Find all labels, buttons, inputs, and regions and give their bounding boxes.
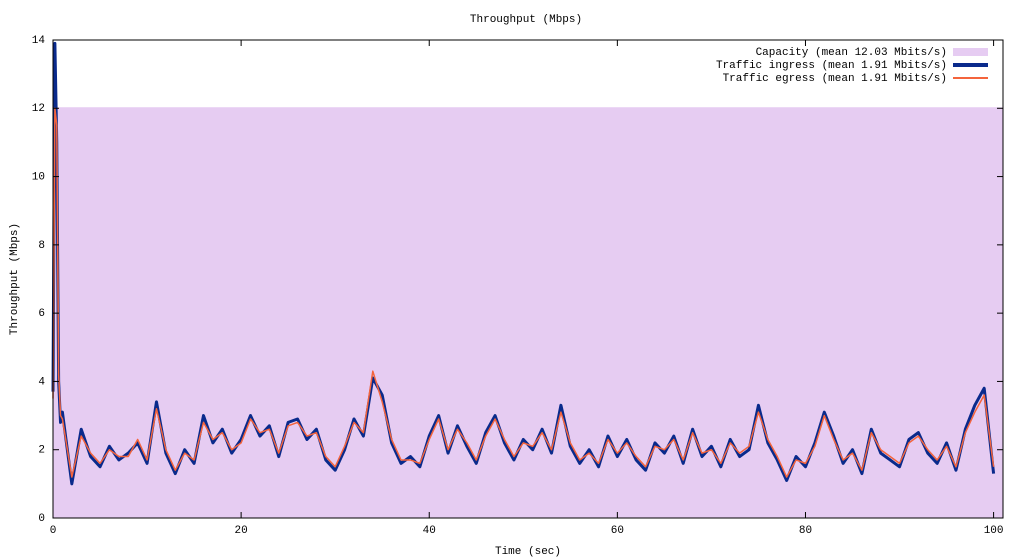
x-tick-label: 80 [799,525,812,537]
x-tick-label: 60 [611,525,624,537]
legend-swatch [953,48,988,56]
x-tick-label: 40 [423,525,436,537]
y-tick-label: 10 [32,171,45,183]
legend-label: Traffic ingress (mean 1.91 Mbits/s) [716,60,947,72]
x-axis-label: Time (sec) [495,546,561,558]
y-tick-label: 6 [38,308,45,320]
y-tick-label: 12 [32,103,45,115]
y-tick-label: 0 [38,513,45,525]
y-axis-label: Throughput (Mbps) [9,223,21,335]
y-tick-label: 14 [32,35,46,47]
plot-frame [52,39,1004,519]
x-tick-label: 0 [50,525,57,537]
y-tick-label: 2 [38,445,45,457]
capacity-area [53,107,1003,519]
y-tick-label: 4 [38,376,45,388]
y-tick-label: 8 [38,240,45,252]
chart-title: Throughput (Mbps) [470,14,582,26]
traffic-line [52,107,995,478]
x-tick-label: 100 [984,525,1004,537]
x-tick-label: 20 [235,525,248,537]
legend-label: Traffic egress (mean 1.91 Mbits/s) [723,73,947,85]
legend-label: Capacity (mean 12.03 Mbits/s) [756,47,947,59]
